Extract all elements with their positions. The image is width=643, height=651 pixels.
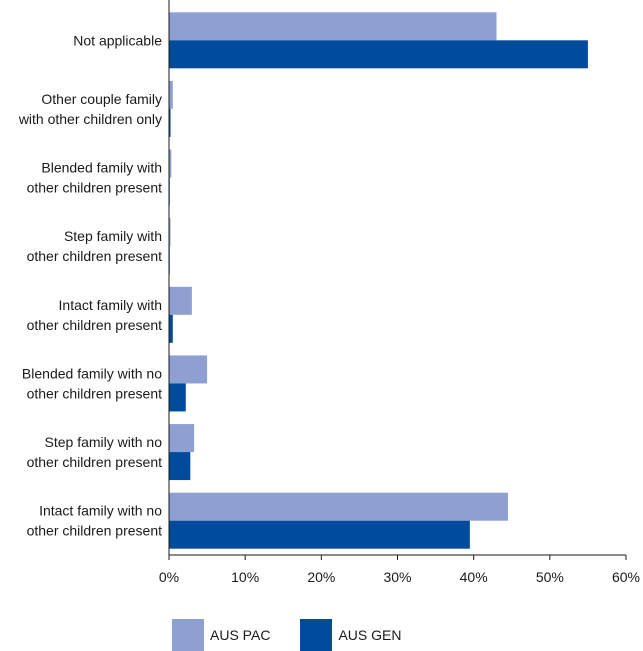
legend-swatch-aus-pac <box>172 619 204 651</box>
bar-aus-pac-4 <box>169 286 192 315</box>
legend-item-aus-pac: AUS PAC <box>172 619 270 651</box>
bar-aus-gen-5 <box>169 383 186 412</box>
legend: AUS PAC AUS GEN <box>172 619 431 651</box>
category-label-0: Not applicable <box>73 32 162 48</box>
x-tick-label-2: 20% <box>307 569 335 585</box>
legend-item-aus-gen: AUS GEN <box>300 619 401 651</box>
category-label-7: Intact family with no other children pres… <box>27 503 163 539</box>
category-label-6: Step family with no other children presen… <box>27 434 163 470</box>
bar-chart: Not applicable Other couple family with ot… <box>18 0 640 585</box>
x-tick-label-6: 60% <box>612 569 640 585</box>
category-label-1: Other couple family with other children o… <box>18 91 162 127</box>
bar-aus-pac-7 <box>169 492 508 521</box>
bar-aus-gen-1 <box>169 108 171 137</box>
bar-aus-gen-4 <box>169 314 173 343</box>
bar-aus-gen-6 <box>169 452 191 481</box>
x-tick-label-4: 40% <box>460 569 488 585</box>
bar-aus-pac-6 <box>169 424 195 453</box>
x-axis-ticks: 0% 10% 20% 30% 40% 50% 60% <box>159 555 640 585</box>
legend-swatch-aus-gen <box>300 619 333 651</box>
bar-aus-pac-0 <box>169 12 497 41</box>
bar-aus-pac-5 <box>169 355 208 384</box>
category-labels: Not applicable Other couple family with ot… <box>18 32 162 538</box>
category-label-2: Blended family with other children presen… <box>27 160 163 196</box>
category-label-3: Step family with other children present <box>27 228 163 264</box>
x-tick-label-1: 10% <box>231 569 259 585</box>
bar-aus-gen-7 <box>169 520 470 549</box>
x-tick-label-3: 30% <box>383 569 411 585</box>
legend-label-aus-pac: AUS PAC <box>210 627 271 643</box>
x-tick-label-0: 0% <box>159 569 179 585</box>
x-tick-label-5: 50% <box>536 569 564 585</box>
bar-aus-pac-3 <box>169 218 171 247</box>
bar-aus-pac-1 <box>169 80 173 109</box>
bar-aus-pac-2 <box>169 149 172 178</box>
bars-group <box>169 12 588 549</box>
category-label-4: Intact family with other children present <box>27 297 163 333</box>
category-label-5: Blended family with no other children pre… <box>22 365 162 401</box>
legend-label-aus-gen: AUS GEN <box>338 627 402 643</box>
bar-aus-gen-0 <box>169 40 588 69</box>
